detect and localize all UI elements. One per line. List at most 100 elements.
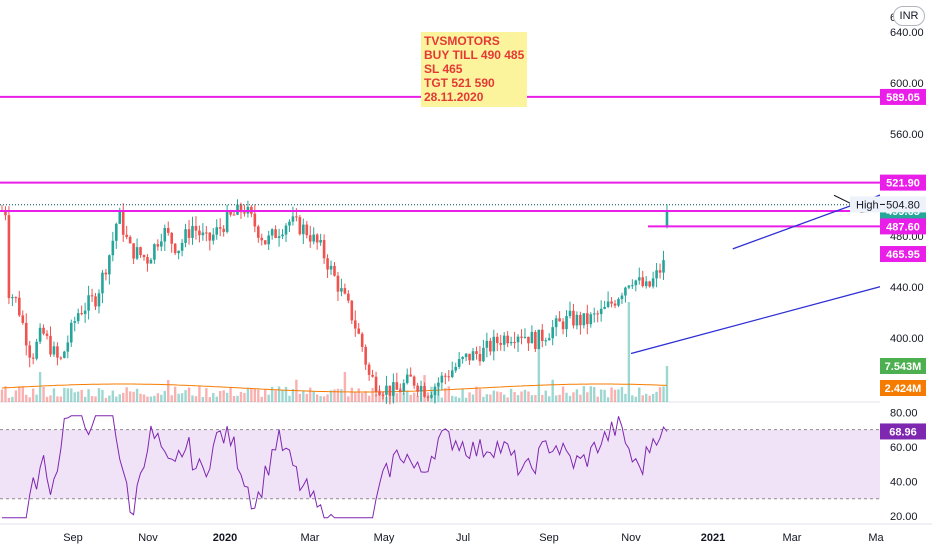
candle-up — [523, 336, 527, 338]
volume-bar — [218, 391, 222, 402]
candle-down — [187, 229, 191, 238]
candle-down — [132, 243, 135, 259]
volume-bar — [198, 386, 201, 402]
volume-bar — [132, 391, 135, 402]
volume-ma-tag — [880, 380, 926, 396]
candle-down — [347, 293, 350, 301]
candle-up — [236, 204, 239, 215]
volume-ma-line — [1, 383, 668, 393]
volume-bar — [336, 388, 340, 402]
candle-up — [201, 232, 205, 236]
candle-up — [433, 386, 437, 396]
volume-bar — [315, 394, 319, 402]
candle-up — [69, 322, 73, 343]
time-axis[interactable]: Sep Nov 2020 Mar May Jul Sep Nov 2021 Mar Ma — [0, 523, 932, 544]
candle-down — [579, 314, 582, 326]
candle-up — [108, 255, 111, 275]
candle-up — [63, 351, 66, 358]
candle-up — [35, 341, 38, 359]
trade-note[interactable]: TVSMOTORS BUY TILL 490 485 SL 465 TGT 52… — [421, 32, 527, 107]
volume-bar — [222, 390, 225, 402]
high-tag-bg — [850, 196, 880, 213]
volume-bar — [90, 396, 94, 402]
volume-bar — [620, 387, 624, 402]
currency-button[interactable]: INR — [893, 6, 925, 26]
volume-bar — [160, 394, 163, 402]
candle-down — [308, 235, 312, 242]
level-price-tag — [880, 88, 926, 105]
volume-bar — [367, 395, 371, 402]
volume-bar — [153, 395, 156, 402]
candle-down — [222, 228, 225, 232]
candle-down — [42, 327, 45, 334]
volume-bar — [135, 388, 139, 402]
candle-down — [274, 229, 277, 238]
volume-bar — [572, 392, 575, 402]
volume-bar — [225, 392, 229, 402]
volume-bar — [101, 389, 104, 402]
level-price-tag — [880, 246, 926, 263]
volume-last-tag — [880, 358, 926, 374]
candle-up — [482, 347, 485, 362]
price-axis[interactable]: 640.00600.00560.00520.00480.00440.00400.… — [850, 0, 932, 550]
volume-bar — [492, 390, 496, 402]
candle-down — [156, 244, 160, 247]
volume-bar — [208, 397, 212, 402]
time-tick-label: Jul — [456, 532, 470, 544]
volume-bar — [239, 391, 243, 402]
candle-up — [592, 313, 596, 315]
high-label: High — [856, 199, 879, 211]
volume-bar — [662, 386, 665, 402]
volume-ma-label: 2.424M — [885, 383, 922, 395]
candle-down — [4, 210, 7, 216]
candle-down — [80, 313, 83, 315]
price-tick-label: 400.00 — [890, 333, 924, 345]
volume-bar — [38, 372, 42, 402]
level-price-label: 487.60 — [886, 221, 920, 233]
candle-down — [558, 318, 561, 322]
candle-up — [83, 310, 87, 315]
candle-up — [589, 314, 593, 325]
rsi-band — [0, 429, 880, 499]
candle-down — [478, 353, 482, 362]
candle-up — [191, 226, 194, 238]
volume-bar — [534, 395, 537, 402]
rsi-tick-label: 60.00 — [890, 442, 918, 454]
candle-down — [94, 296, 97, 307]
volume-bar — [554, 395, 558, 402]
volume-bar — [270, 386, 274, 402]
volume-bar — [312, 391, 315, 402]
candle-down — [343, 288, 347, 294]
candle-up — [111, 240, 115, 256]
volume-bar — [471, 394, 475, 402]
volume-bar — [31, 388, 35, 402]
volume-bar — [464, 397, 468, 402]
candle-down — [253, 213, 257, 227]
candle-up — [211, 234, 215, 241]
candle-down — [239, 204, 243, 213]
volume-bar — [402, 392, 405, 402]
candle-up — [544, 340, 548, 342]
candle-up — [392, 382, 395, 396]
volume-bar — [527, 391, 530, 402]
candle-up — [551, 327, 554, 339]
candle-down — [540, 329, 544, 341]
volume-bar — [561, 386, 565, 402]
candle-down — [173, 243, 177, 254]
candle-down — [409, 374, 412, 377]
volume-bar — [516, 395, 520, 402]
volume-bar — [229, 386, 232, 402]
volume-bar — [468, 392, 471, 402]
volume-bar — [42, 386, 45, 402]
candles-layer — [0, 199, 669, 405]
high-value-label: 504.80 — [886, 199, 920, 211]
candle-down — [360, 333, 364, 347]
candle-up — [11, 297, 14, 299]
candle-up — [153, 244, 156, 260]
candle-up — [76, 313, 80, 322]
candle-up — [419, 386, 423, 392]
volume-bar — [603, 389, 606, 402]
volume-bar — [163, 390, 166, 402]
rsi-last-tag — [880, 423, 926, 440]
